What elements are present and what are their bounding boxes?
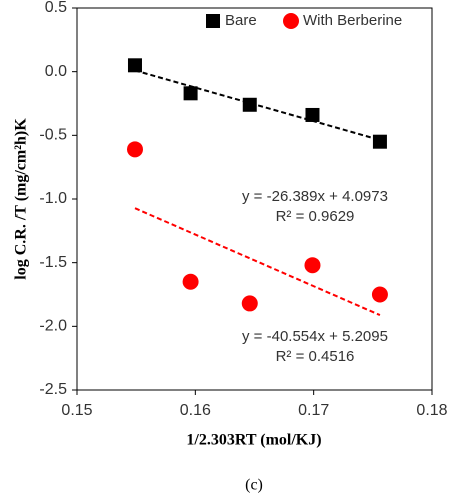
y-tick-label: -1.0 xyxy=(39,190,67,207)
x-tick-label: 0.16 xyxy=(180,402,211,419)
trendline xyxy=(134,69,381,141)
point xyxy=(305,107,320,122)
trendline-equation: y = -26.389x + 4.0973 xyxy=(242,188,388,205)
point xyxy=(372,134,387,149)
y-tick-label: -2.0 xyxy=(39,318,67,335)
y-tick-label: -2.5 xyxy=(39,381,67,398)
y-tick-label: -1.5 xyxy=(39,254,67,271)
point xyxy=(182,273,199,290)
point xyxy=(241,295,258,312)
trendline xyxy=(134,207,381,317)
point xyxy=(242,97,257,112)
y-axis-title: log C.R. /T (mg/cm²h)K xyxy=(13,118,30,280)
legend-marker xyxy=(283,13,299,29)
x-axis-title: 1/2.303RT (mol/KJ) xyxy=(186,432,321,449)
y-tick-label: -0.5 xyxy=(39,127,67,144)
x-tick-label: 0.15 xyxy=(61,402,92,419)
point xyxy=(304,257,321,274)
trendline-r2: R² = 0.4516 xyxy=(276,348,355,365)
point xyxy=(126,141,143,158)
legend-marker xyxy=(206,14,220,28)
x-tick-label: 0.17 xyxy=(298,402,329,419)
trendline-equation: y = -40.554x + 5.2095 xyxy=(242,328,388,345)
legend-label: With Berberine xyxy=(303,12,402,29)
point xyxy=(127,58,142,73)
point xyxy=(183,86,198,101)
point xyxy=(371,286,388,303)
y-tick-label: 0.5 xyxy=(45,0,67,16)
x-tick-label: 0.18 xyxy=(416,402,447,419)
caption: (c) xyxy=(245,477,263,494)
legend-label: Bare xyxy=(225,12,257,29)
trendline-r2: R² = 0.9629 xyxy=(276,208,355,225)
y-tick-label: 0.0 xyxy=(45,63,67,80)
